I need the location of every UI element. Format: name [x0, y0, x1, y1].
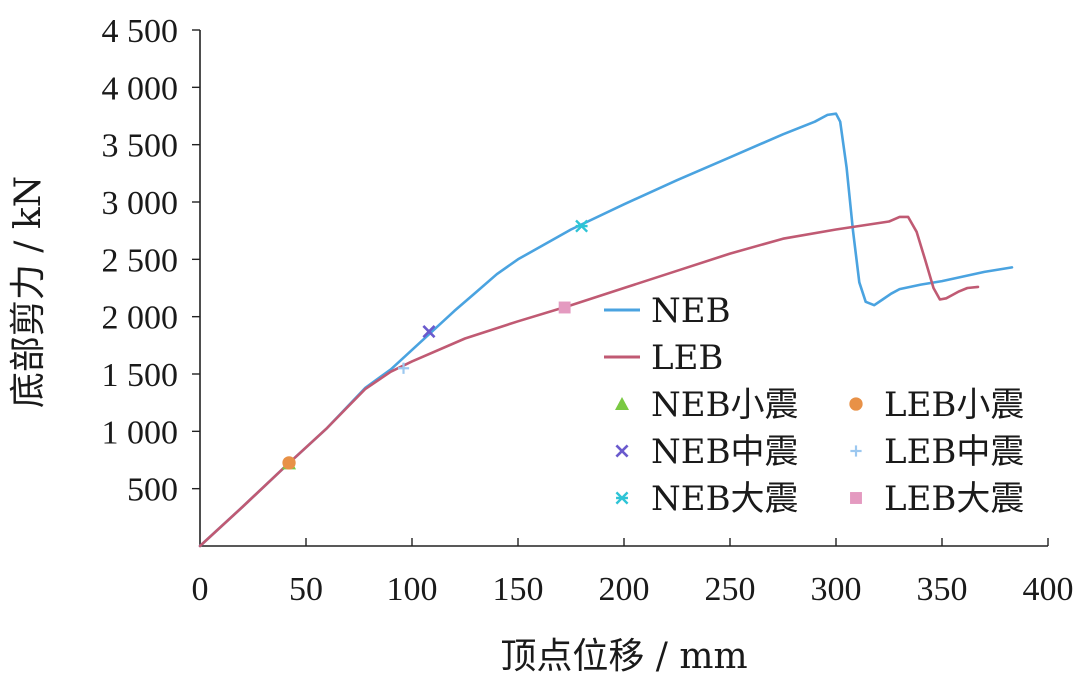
marker-LEB小震 [282, 456, 296, 470]
x-tick-label: 350 [917, 571, 968, 608]
legend-label-neb: NEB [651, 291, 731, 331]
y-tick-label: 3 500 [102, 128, 179, 165]
marker-LEB中震 [397, 362, 410, 374]
legend-swatch-NEB中震 [615, 444, 629, 458]
legend-label-LEB大震: LEB大震 [884, 479, 1024, 519]
marker-NEB大震 [575, 219, 589, 233]
y-tick-label: 2 000 [102, 300, 179, 337]
y-tick-label: 2 500 [102, 242, 179, 279]
legend-label-LEB小震: LEB小震 [884, 385, 1024, 425]
legend-label-leb: LEB [651, 338, 723, 378]
legend-label-NEB大震: NEB大震 [651, 479, 799, 519]
legend: NEB LEB NEB小震 LEB小震 NEB中震 LEB中震 NEB大震 LEB大震 [604, 291, 1024, 519]
legend-label-NEB中震: NEB中震 [651, 432, 799, 472]
legend-swatch-LEB中震 [850, 445, 862, 457]
legend-label-NEB小震: NEB小震 [651, 385, 799, 425]
y-axis-label: 底部剪力 / kN [8, 176, 49, 408]
x-tick-label: 150 [493, 571, 544, 608]
marker-NEB中震 [422, 325, 436, 339]
y-tick-label: 3 000 [102, 185, 179, 222]
x-tick-label: 400 [1023, 571, 1074, 608]
y-tick-label: 4 500 [102, 13, 179, 50]
series-layer [198, 112, 1014, 548]
x-tick-label: 250 [705, 571, 756, 608]
marker-layer [282, 219, 589, 470]
legend-swatch-LEB小震 [849, 397, 863, 411]
y-tick-label: 4 000 [102, 70, 179, 107]
series-line-leb [198, 215, 980, 548]
x-tick-label: 200 [599, 571, 650, 608]
x-tick-label: 100 [387, 571, 438, 608]
legend-label-LEB中震: LEB中震 [884, 432, 1024, 472]
legend-swatch-LEB大震 [850, 492, 862, 504]
series-line-neb [198, 112, 1014, 548]
x-tick-label: 0 [192, 571, 209, 608]
x-ticks: 0 50 100 150 200 250 300 350 400 [192, 538, 1074, 608]
x-tick-label: 300 [811, 571, 862, 608]
legend-swatch-NEB小震 [615, 397, 629, 410]
y-tick-label: 1 500 [102, 357, 179, 394]
y-tick-label: 1 000 [102, 414, 179, 451]
legend-swatch-NEB大震 [615, 491, 629, 505]
x-tick-label: 50 [289, 571, 323, 608]
y-ticks: 500 1 000 1 500 2 000 2 500 3 000 3 500 4 000 4 … [102, 13, 200, 509]
y-tick-label: 500 [127, 472, 178, 509]
x-axis-label: 顶点位移 / mm [500, 636, 747, 677]
marker-LEB大震 [558, 301, 571, 314]
